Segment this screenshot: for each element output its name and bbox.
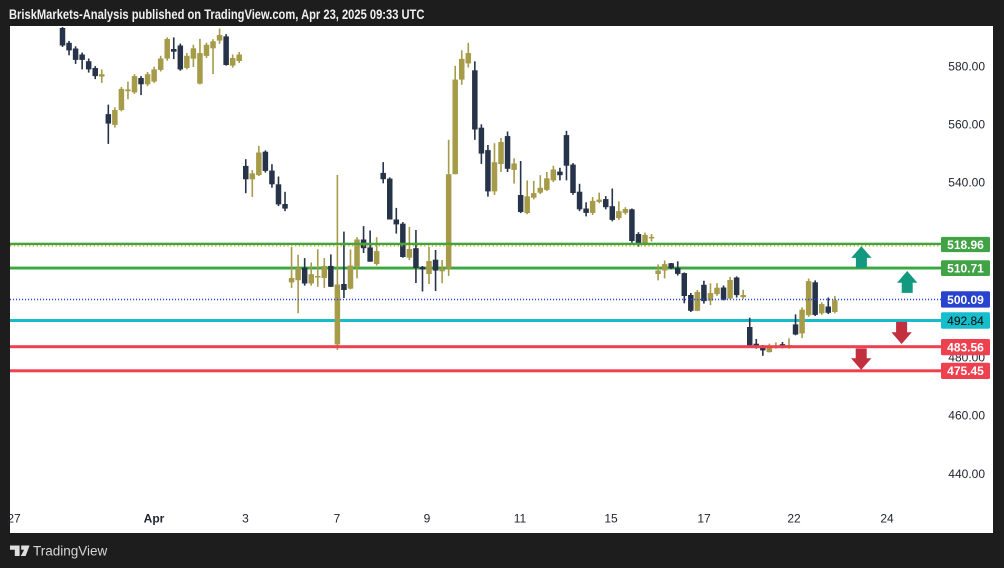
svg-text:560.00: 560.00 [948, 118, 985, 132]
svg-text:TradingView: TradingView [33, 543, 108, 558]
svg-text:510.71: 510.71 [947, 261, 984, 275]
svg-text:7: 7 [334, 512, 341, 526]
svg-text:580.00: 580.00 [948, 60, 985, 74]
svg-text:11: 11 [514, 512, 527, 526]
svg-text:17: 17 [697, 512, 711, 526]
svg-text:492.84: 492.84 [947, 314, 984, 328]
svg-text:475.45: 475.45 [947, 364, 984, 378]
svg-text:460.00: 460.00 [948, 409, 985, 423]
svg-text:500.09: 500.09 [947, 293, 984, 307]
svg-text:15: 15 [604, 512, 618, 526]
svg-text:27: 27 [7, 512, 21, 526]
svg-text:22: 22 [787, 512, 801, 526]
svg-text:9: 9 [424, 512, 431, 526]
svg-text:Apr: Apr [144, 512, 165, 526]
svg-text:440.00: 440.00 [948, 467, 985, 481]
svg-text:540.00: 540.00 [948, 176, 985, 190]
svg-text:483.56: 483.56 [947, 340, 984, 354]
svg-text:24: 24 [880, 512, 894, 526]
svg-text:3: 3 [242, 512, 249, 526]
svg-text:518.96: 518.96 [947, 238, 984, 252]
